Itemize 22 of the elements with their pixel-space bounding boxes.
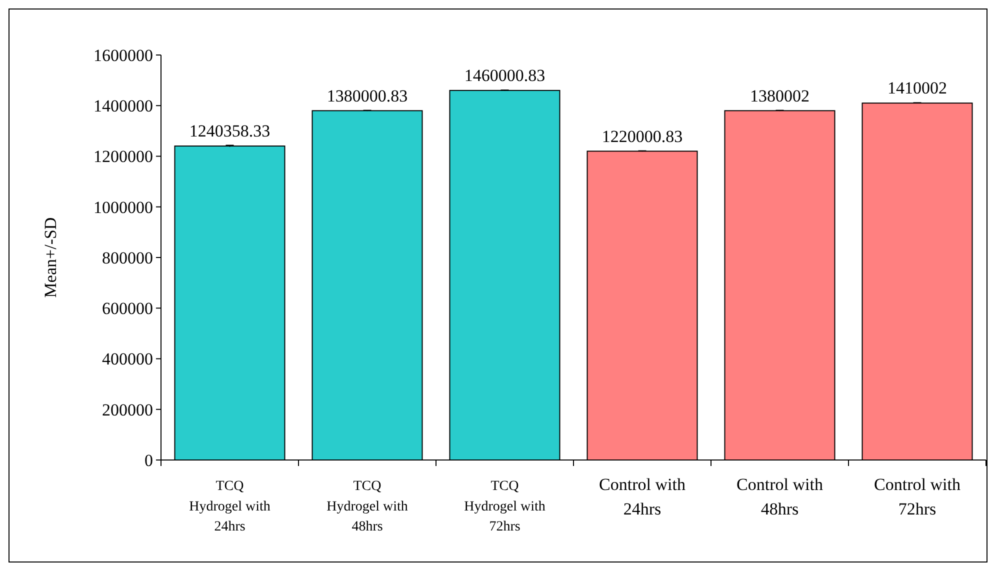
y-tick-label: 400000 xyxy=(102,350,153,369)
y-tick-label: 800000 xyxy=(102,248,153,268)
y-tick-label: 600000 xyxy=(102,299,153,318)
data-label: 1240358.33 xyxy=(189,121,270,140)
data-label: 1410002 xyxy=(888,78,947,98)
data-label: 1460000.83 xyxy=(464,66,546,86)
y-axis-title: Mean+/-SD xyxy=(41,217,60,298)
y-tick-label: 200000 xyxy=(102,400,153,420)
data-label: 1380002 xyxy=(750,86,810,106)
y-tick-label: 1000000 xyxy=(94,198,153,217)
data-label: 1380000.83 xyxy=(326,86,408,106)
x-tick-label: TCQ Hydrogel with 24hrs xyxy=(189,479,270,535)
x-tick-label: Control with 24hrs xyxy=(599,475,686,519)
y-tick-label: 0 xyxy=(144,450,153,470)
x-tick-label: Control with 48hrs xyxy=(736,475,824,519)
y-tick-label: 1600000 xyxy=(94,46,153,65)
data-label: 1220000.83 xyxy=(602,126,683,146)
x-tick-label: Control with 72hrs xyxy=(874,475,961,519)
y-tick-label: 1400000 xyxy=(94,96,153,116)
x-tick-label: TCQ Hydrogel with 48hrs xyxy=(326,479,408,535)
y-tick-label: 1200000 xyxy=(94,147,153,166)
x-tick-label: TCQ Hydrogel with 72hrs xyxy=(464,479,546,535)
